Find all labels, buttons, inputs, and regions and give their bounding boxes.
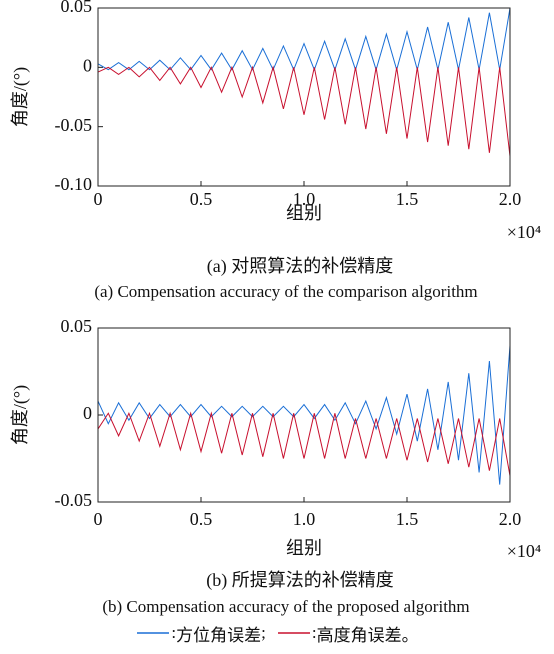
- figure: 0 0.5 1.0 1.5 2.00.050-0.05-0.10组别×10⁴角度/(°)…: [10, 0, 541, 616]
- legend-separator: ;: [261, 623, 266, 642]
- legend-colon: :: [171, 623, 177, 642]
- y-tick-label: -0.05: [55, 115, 93, 135]
- series-line: [97, 345, 511, 485]
- plot-frame: [97, 7, 511, 187]
- x-multiplier: ×10⁴: [507, 541, 541, 561]
- legend: : 方位角误差 ; : 高度角误差 。: [0, 620, 554, 646]
- x-tick-label: 1.5: [396, 509, 419, 529]
- legend-colon: :: [311, 623, 317, 642]
- x-tick-label: 0.5: [190, 189, 213, 209]
- caption-en: (b) Compensation accuracy of the propose…: [102, 597, 469, 616]
- x-tick-label: 2.0: [499, 189, 522, 209]
- x-tick-label: 1.5: [396, 189, 419, 209]
- x-tick-label: 0: [94, 189, 103, 209]
- x-multiplier: ×10⁴: [507, 222, 541, 242]
- y-tick-label: 0: [83, 403, 92, 423]
- y-tick-label: -0.05: [55, 490, 93, 510]
- y-tick-label: -0.10: [55, 174, 93, 194]
- y-axis-label: 角度/(°): [10, 385, 31, 445]
- x-tick-label: 1.0: [293, 509, 316, 529]
- y-tick-label: 0.05: [61, 0, 93, 16]
- y-axis-label: 角度/(°): [10, 67, 31, 127]
- x-tick-label: 1.0: [293, 189, 316, 209]
- series-line: [97, 7, 511, 72]
- x-tick-label: 2.0: [499, 509, 522, 529]
- legend-swatch: [137, 632, 170, 634]
- caption: (a) 对照算法的补偿精度: [207, 256, 393, 277]
- x-axis-label: 组别: [286, 538, 322, 558]
- series-line: [97, 65, 511, 157]
- legend-label: 方位角误差: [176, 625, 262, 645]
- x-axis-label: 组别: [286, 203, 322, 223]
- x-tick-label: 0.5: [190, 509, 213, 529]
- y-tick-label: 0: [83, 55, 92, 75]
- legend-label: 高度角误差: [316, 625, 402, 645]
- plot-frame: [97, 327, 511, 503]
- legend-end: 。: [401, 625, 419, 645]
- series-line: [97, 411, 511, 476]
- caption: (b) 所提算法的补偿精度: [206, 570, 394, 591]
- caption-en: (a) Compensation accuracy of the compari…: [94, 282, 477, 301]
- y-tick-label: 0.05: [61, 316, 93, 336]
- legend-swatch: [277, 632, 310, 634]
- x-tick-label: 0: [94, 509, 103, 529]
